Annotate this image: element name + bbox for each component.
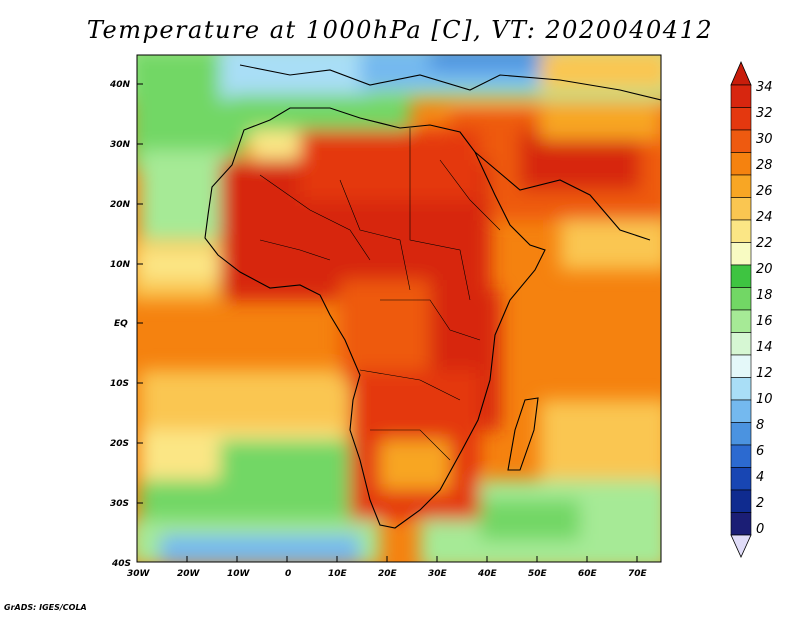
- lat-tick-label: 20S: [110, 439, 129, 449]
- lat-tick-label: 30N: [110, 140, 131, 150]
- colorbar-label: 28: [756, 158, 773, 173]
- colorbar-label: 24: [756, 210, 773, 225]
- coastline: [204, 64, 661, 529]
- lon-tick-label: 50E: [528, 569, 548, 579]
- lon-tick-label: 10E: [328, 569, 348, 579]
- lon-tick-label: 20E: [378, 569, 398, 579]
- colorbar-label: 10: [756, 392, 773, 407]
- colorbar-label: 34: [756, 80, 773, 95]
- colorbar-swatch: [730, 84, 752, 108]
- colorbar-swatch: [730, 287, 752, 311]
- colorbar-swatch: [730, 399, 752, 423]
- colorbar-label: 0: [756, 522, 764, 537]
- colorbar: 34 32 30 28 26 24 22 20 18 16 14 12 10 8…: [730, 60, 773, 558]
- colorbar-swatch: [730, 309, 752, 333]
- colorbar-label: 12: [756, 366, 773, 381]
- colorbar-swatch: [730, 152, 752, 176]
- lon-tick-label: 10W: [227, 569, 251, 579]
- lon-tick-label: 40E: [477, 569, 498, 579]
- colorbar-swatch: [730, 129, 752, 153]
- country-borders: [259, 128, 501, 461]
- colorbar-swatch: [730, 242, 752, 266]
- temperature-field: [137, 55, 661, 562]
- lat-tick-label: 10N: [110, 260, 131, 270]
- colorbar-label: 20: [756, 262, 773, 277]
- lat-axis: 40N 30N 20N 10N EQ 10S 20S 30S 40S: [109, 80, 143, 569]
- colorbar-label: 30: [756, 132, 773, 147]
- lon-tick-label: 0: [285, 569, 291, 579]
- colorbar-swatch: [730, 197, 752, 221]
- colorbar-label: 26: [756, 184, 773, 199]
- colorbar-label: 6: [756, 444, 764, 459]
- colorbar-swatch: [730, 512, 752, 536]
- lat-tick-label: EQ: [114, 319, 128, 329]
- colorbar-label: 14: [756, 340, 773, 355]
- lon-axis: 30W 20W 10W 0 10E 20E 30E 40E 50E 60E 70…: [127, 556, 648, 579]
- lat-tick-label: 10S: [110, 379, 129, 389]
- grads-credit: GrADS: IGES/COLA: [4, 603, 87, 612]
- lon-tick-label: 70E: [628, 569, 648, 579]
- colorbar-label: 8: [756, 418, 764, 433]
- colorbar-swatch: [730, 107, 752, 131]
- colorbar-swatch: [730, 219, 752, 243]
- lon-tick-label: 30E: [428, 569, 448, 579]
- lat-tick-label: 40N: [109, 80, 131, 90]
- lat-tick-label: 40S: [111, 559, 131, 569]
- colorbar-label: 2: [756, 496, 764, 511]
- colorbar-swatch: [730, 489, 752, 513]
- colorbar-label: 4: [756, 470, 764, 485]
- colorbar-swatch: [730, 422, 752, 446]
- colorbar-swatch: [730, 264, 752, 288]
- map-frame: [136, 54, 662, 563]
- colorbar-label: 32: [756, 106, 773, 121]
- colorbar-top-arrow: [730, 60, 752, 86]
- map-title: Temperature at 1000hPa [C], VT: 20200404…: [86, 16, 714, 44]
- colorbar-swatch: [730, 174, 752, 198]
- lat-tick-label: 30S: [110, 499, 129, 509]
- colorbar-swatch: [730, 332, 752, 356]
- lat-tick-label: 20N: [110, 200, 131, 210]
- colorbar-swatch: [730, 444, 752, 468]
- colorbar-swatch: [730, 467, 752, 491]
- lon-tick-label: 60E: [578, 569, 598, 579]
- colorbar-bottom-arrow: [730, 534, 752, 558]
- lon-tick-label: 30W: [127, 569, 151, 579]
- colorbar-swatch: [730, 354, 752, 378]
- lon-tick-label: 20W: [177, 569, 201, 579]
- colorbar-swatch: [730, 377, 752, 401]
- colorbar-label: 18: [756, 288, 773, 303]
- colorbar-label: 16: [756, 314, 773, 329]
- colorbar-label: 22: [756, 236, 773, 251]
